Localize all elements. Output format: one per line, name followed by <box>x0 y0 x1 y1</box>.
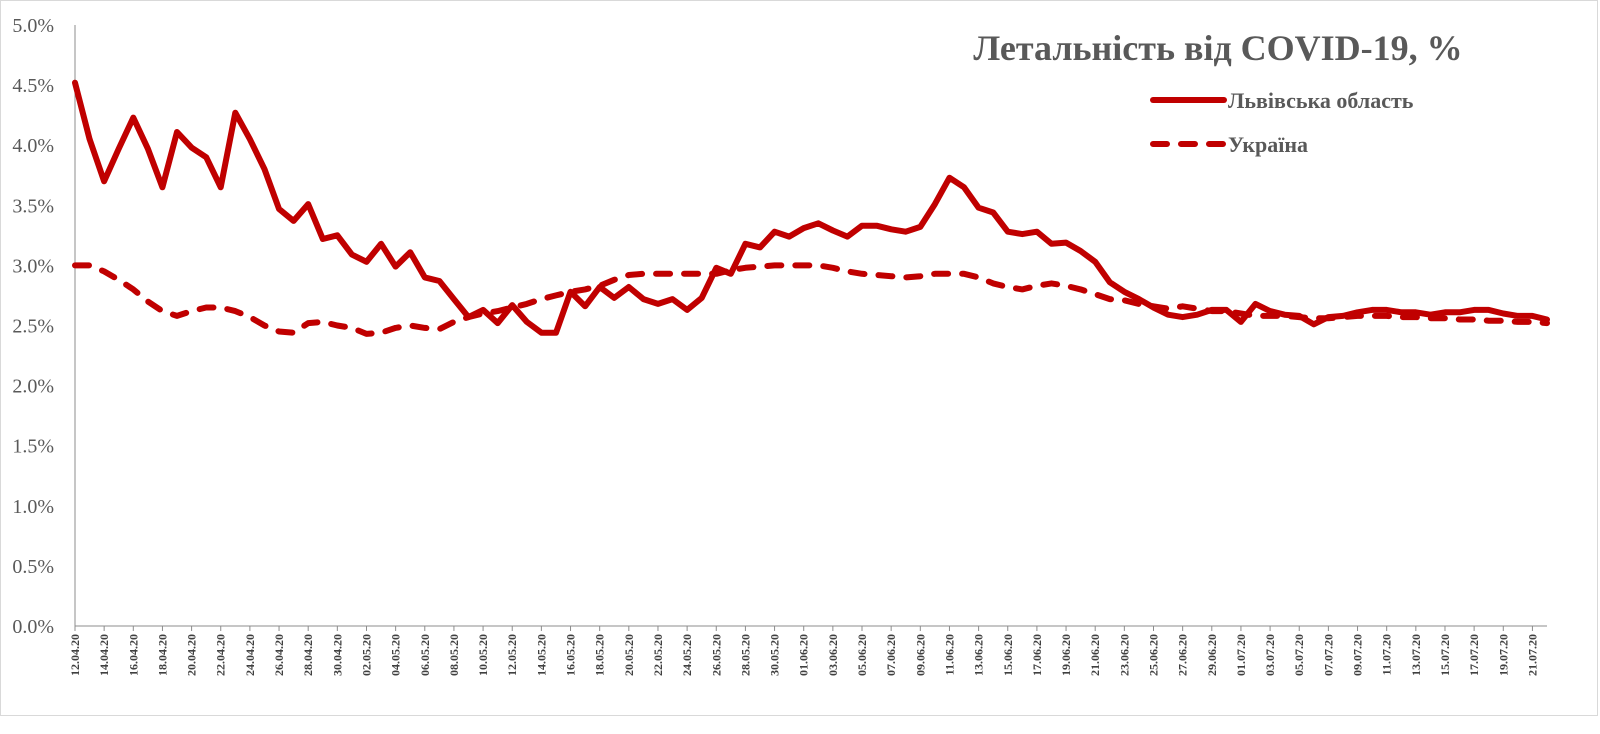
x-tick-label: 24.05.20 <box>680 634 694 676</box>
x-tick-label: 18.05.20 <box>593 634 607 676</box>
x-tick-label: 13.07.20 <box>1409 634 1423 676</box>
x-tick-label: 20.05.20 <box>622 634 636 676</box>
x-tick-label: 26.04.20 <box>272 634 286 676</box>
x-tick-label: 30.04.20 <box>330 634 344 676</box>
x-tick-label: 04.05.20 <box>389 634 403 676</box>
x-tick-label: 01.06.20 <box>797 634 811 676</box>
y-tick-label: 0.0% <box>12 616 54 638</box>
x-tick-label: 05.07.20 <box>1292 634 1306 676</box>
x-tick-label: 09.06.20 <box>913 634 927 676</box>
y-tick-label: 2.5% <box>12 316 54 338</box>
x-tick-label: 29.06.20 <box>1205 634 1219 676</box>
y-tick-label: 0.5% <box>12 556 54 578</box>
x-tick-label: 16.05.20 <box>564 634 578 676</box>
y-tick-label: 2.0% <box>12 376 54 398</box>
x-tick-label: 23.06.20 <box>1117 634 1131 676</box>
x-tick-label: 05.06.20 <box>855 634 869 676</box>
y-tick-label: 3.5% <box>12 195 54 217</box>
x-tick-label: 11.06.20 <box>942 634 956 675</box>
x-tick-label: 02.05.20 <box>359 634 373 676</box>
x-tick-label: 17.06.20 <box>1030 634 1044 676</box>
x-tick-label: 26.05.20 <box>709 634 723 676</box>
x-tick-label: 11.07.20 <box>1380 634 1394 675</box>
x-tick-label: 15.07.20 <box>1438 634 1452 676</box>
x-tick-label: 06.05.20 <box>418 634 432 676</box>
x-tick-label: 27.06.20 <box>1176 634 1190 676</box>
legend-label: Львівська область <box>1228 88 1414 113</box>
x-tick-label: 12.04.20 <box>68 634 82 676</box>
y-tick-label: 3.0% <box>12 255 54 277</box>
chart-title: Летальність від COVID-19, % <box>973 28 1462 68</box>
x-tick-label: 08.05.20 <box>447 634 461 676</box>
x-tick-label: 28.05.20 <box>738 634 752 676</box>
x-tick-label: 01.07.20 <box>1234 634 1248 676</box>
x-tick-label: 25.06.20 <box>1146 634 1160 676</box>
x-tick-label: 07.07.20 <box>1321 634 1335 676</box>
series-line-lviv <box>72 79 1550 336</box>
chart-frame <box>0 0 1598 716</box>
x-tick-label: 16.04.20 <box>126 634 140 676</box>
x-tick-label: 18.04.20 <box>155 634 169 676</box>
x-tick-label: 03.06.20 <box>826 634 840 676</box>
x-tick-label: 07.06.20 <box>884 634 898 676</box>
x-tick-label: 19.06.20 <box>1059 634 1073 676</box>
y-tick-label: 4.5% <box>12 75 54 97</box>
x-tick-label: 21.07.20 <box>1525 634 1539 676</box>
x-tick-label: 15.06.20 <box>1001 634 1015 676</box>
x-tick-label: 14.05.20 <box>534 634 548 676</box>
x-tick-label: 12.05.20 <box>505 634 519 676</box>
y-tick-label: 5.0% <box>12 15 54 37</box>
x-tick-label: 14.04.20 <box>97 634 111 676</box>
x-tick-label: 28.04.20 <box>301 634 315 676</box>
y-tick-label: 1.0% <box>12 496 54 518</box>
x-tick-label: 21.06.20 <box>1088 634 1102 676</box>
x-tick-label: 22.05.20 <box>651 634 665 676</box>
x-tick-label: 17.07.20 <box>1467 634 1481 676</box>
x-tick-label: 24.04.20 <box>243 634 257 676</box>
x-tick-label: 13.06.20 <box>972 634 986 676</box>
series-line-ukraine <box>72 262 1550 337</box>
x-tick-label: 22.04.20 <box>214 634 228 676</box>
x-tick-label: 20.04.20 <box>185 634 199 676</box>
x-tick-label: 03.07.20 <box>1263 634 1277 676</box>
y-tick-label: 4.0% <box>12 135 54 157</box>
x-tick-label: 09.07.20 <box>1351 634 1365 676</box>
x-tick-label: 30.05.20 <box>768 634 782 676</box>
x-tick-label: 10.05.20 <box>476 634 490 676</box>
x-tick-label: 19.07.20 <box>1496 634 1510 676</box>
y-tick-label: 1.5% <box>12 436 54 458</box>
legend-label: Україна <box>1228 132 1308 157</box>
